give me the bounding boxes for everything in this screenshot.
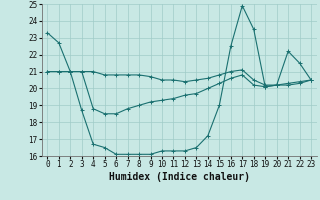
X-axis label: Humidex (Indice chaleur): Humidex (Indice chaleur)	[109, 172, 250, 182]
